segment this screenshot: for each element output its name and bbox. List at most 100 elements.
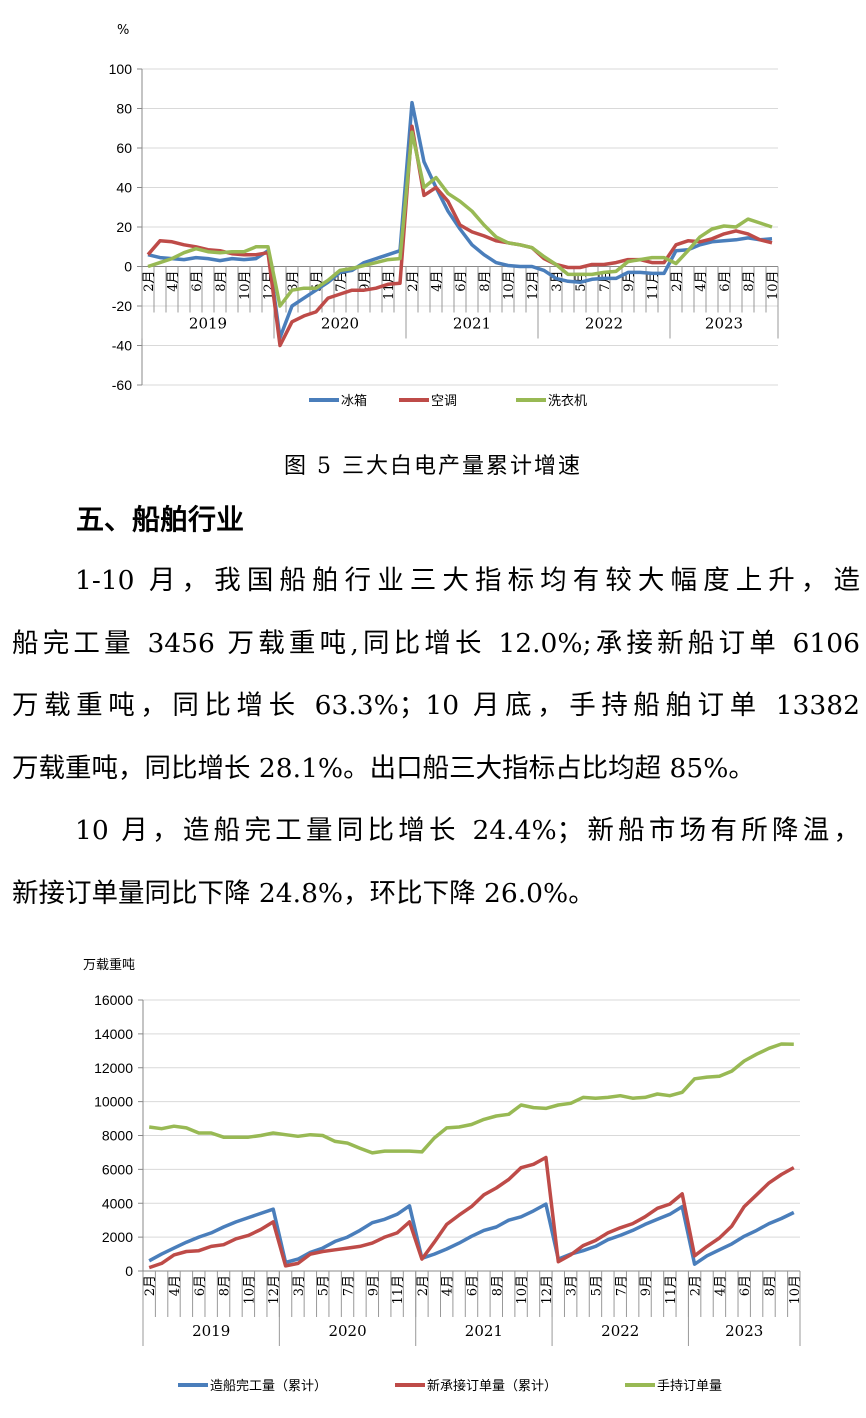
year-label: 2023: [725, 1322, 763, 1340]
year-label: 2019: [189, 315, 227, 333]
month-label: 12月: [267, 1275, 282, 1305]
y-tick-label: 0: [124, 259, 132, 275]
month-label: 3月: [292, 1275, 307, 1296]
paragraph-line: 万载重吨，同比增长 63.3%；10 月底，手持船舶订单 13382: [12, 690, 860, 721]
month-label: 2月: [143, 1275, 158, 1296]
month-label: 4月: [694, 271, 709, 292]
series-line: [148, 1202, 795, 1266]
month-label: 10月: [238, 271, 253, 301]
year-label: 2023: [705, 315, 743, 333]
month-label: 2月: [142, 271, 157, 292]
month-label: 11月: [664, 1275, 679, 1305]
month-label: 4月: [713, 1275, 728, 1296]
y-tick-label: 8000: [102, 1128, 133, 1144]
y-tick-label: -20: [112, 298, 132, 314]
month-label: 10月: [515, 1275, 530, 1305]
series-line: [147, 100, 773, 340]
series-line: [146, 124, 773, 348]
y-tick-label: -40: [112, 338, 132, 354]
year-label: 2019: [192, 1322, 230, 1340]
series-line: [147, 130, 773, 308]
month-label: 8月: [763, 1275, 778, 1296]
y-tick-label: 20: [116, 219, 132, 235]
year-label: 2021: [465, 1322, 503, 1340]
paragraph-line: 10 月，造船完工量同比增长 24.4%；新船市场有所降温，: [75, 815, 860, 846]
paragraph-line: 新接订单量同比下降 24.8%，环比下降 26.0%。: [12, 877, 595, 909]
series-line: [148, 1042, 794, 1155]
month-label: 8月: [742, 271, 757, 292]
y-tick-label: 10000: [94, 1094, 133, 1110]
y-axis-label: %: [117, 23, 129, 38]
month-label: 9月: [622, 271, 637, 292]
y-tick-label: 6000: [102, 1161, 133, 1177]
y-tick-label: 14000: [94, 1026, 133, 1042]
month-label: 6月: [193, 1275, 208, 1296]
paragraph-2: 10 月，造船完工量同比增长 24.4%；新船市场有所降温， 新接订单量同比下降…: [12, 800, 860, 925]
y-tick-label: 4000: [102, 1195, 133, 1211]
legend-label: 手持订单量: [657, 1379, 722, 1394]
month-label: 6月: [454, 271, 469, 292]
month-label: 8月: [218, 1275, 233, 1296]
legend-label: 洗衣机: [548, 393, 587, 409]
legend-label: 造船完工量（累计）: [210, 1379, 327, 1394]
legend-label: 新承接订单量（累计）: [427, 1378, 557, 1394]
year-label: 2020: [328, 1322, 366, 1340]
y-tick-label: 12000: [94, 1060, 133, 1076]
month-label: 8月: [490, 1275, 505, 1296]
year-label: 2021: [453, 315, 491, 333]
month-label: 6月: [718, 271, 733, 292]
month-label: 4月: [441, 1275, 456, 1296]
paragraph-line: 万载重吨，同比增长 28.1%。出口船三大指标占比均超 85%。: [12, 752, 755, 784]
month-label: 6月: [190, 271, 205, 292]
series-line: [148, 1155, 795, 1270]
month-label: 2月: [689, 1275, 704, 1296]
paragraph-line: 1-10 月，我国船舶行业三大指标均有较大幅度上升，造: [75, 565, 860, 596]
legend-label: 冰箱: [341, 393, 367, 409]
y-tick-label: -60: [112, 377, 132, 393]
month-label: 9月: [366, 1275, 381, 1296]
y-tick-label: 40: [116, 180, 132, 196]
y-tick-label: 16000: [94, 992, 133, 1008]
month-label: 8月: [478, 271, 493, 292]
figure-caption: 图 5 三大白电产量累计增速: [284, 454, 582, 479]
month-label: 11月: [646, 271, 661, 301]
y-tick-label: 60: [116, 140, 132, 156]
year-label: 2022: [585, 315, 623, 333]
year-label: 2022: [601, 1322, 639, 1340]
y-tick-label: 100: [109, 61, 133, 77]
month-label: 3月: [565, 1275, 580, 1296]
month-label: 11月: [391, 1275, 406, 1305]
month-label: 5月: [589, 1275, 604, 1296]
month-label: 4月: [168, 1275, 183, 1296]
month-label: 5月: [317, 1275, 332, 1296]
month-label: 3月: [286, 271, 301, 292]
month-label: 12月: [540, 1275, 555, 1305]
y-tick-label: 80: [116, 101, 132, 117]
month-label: 2月: [416, 1275, 431, 1296]
section-heading: 五、船舶行业: [76, 503, 245, 536]
paragraph-1: 1-10 月，我国船舶行业三大指标均有较大幅度上升，造 船完工量 3456 万载…: [12, 550, 860, 800]
paragraph-line: 船完工量 3456 万载重吨,同比增长 12.0%;承接新船订单 6106: [12, 627, 860, 659]
month-label: 7月: [598, 271, 613, 292]
month-label: 7月: [614, 1275, 629, 1296]
month-label: 2月: [670, 271, 685, 292]
y-tick-label: 2000: [102, 1229, 133, 1245]
y-axis-label: 万载重吨: [83, 957, 135, 973]
month-label: 10月: [766, 271, 781, 301]
month-label: 10月: [242, 1275, 257, 1305]
month-label: 9月: [639, 1275, 654, 1296]
month-label: 4月: [166, 271, 181, 292]
month-label: 10月: [502, 271, 517, 301]
chart-shipbuilding: 万载重吨 16000 14000 12000 10000 8000 6000 4000 2000…: [83, 957, 803, 1394]
year-label: 2020: [321, 315, 359, 333]
legend-label: 空调: [431, 394, 457, 409]
month-label: 2月: [406, 271, 421, 292]
month-label: 12月: [526, 271, 541, 301]
month-label: 8月: [214, 271, 229, 292]
month-label: 7月: [342, 1275, 357, 1296]
month-label: 6月: [738, 1275, 753, 1296]
y-tick-label: 0: [125, 1263, 133, 1279]
month-label: 6月: [466, 1275, 481, 1296]
month-label: 9月: [358, 271, 373, 292]
